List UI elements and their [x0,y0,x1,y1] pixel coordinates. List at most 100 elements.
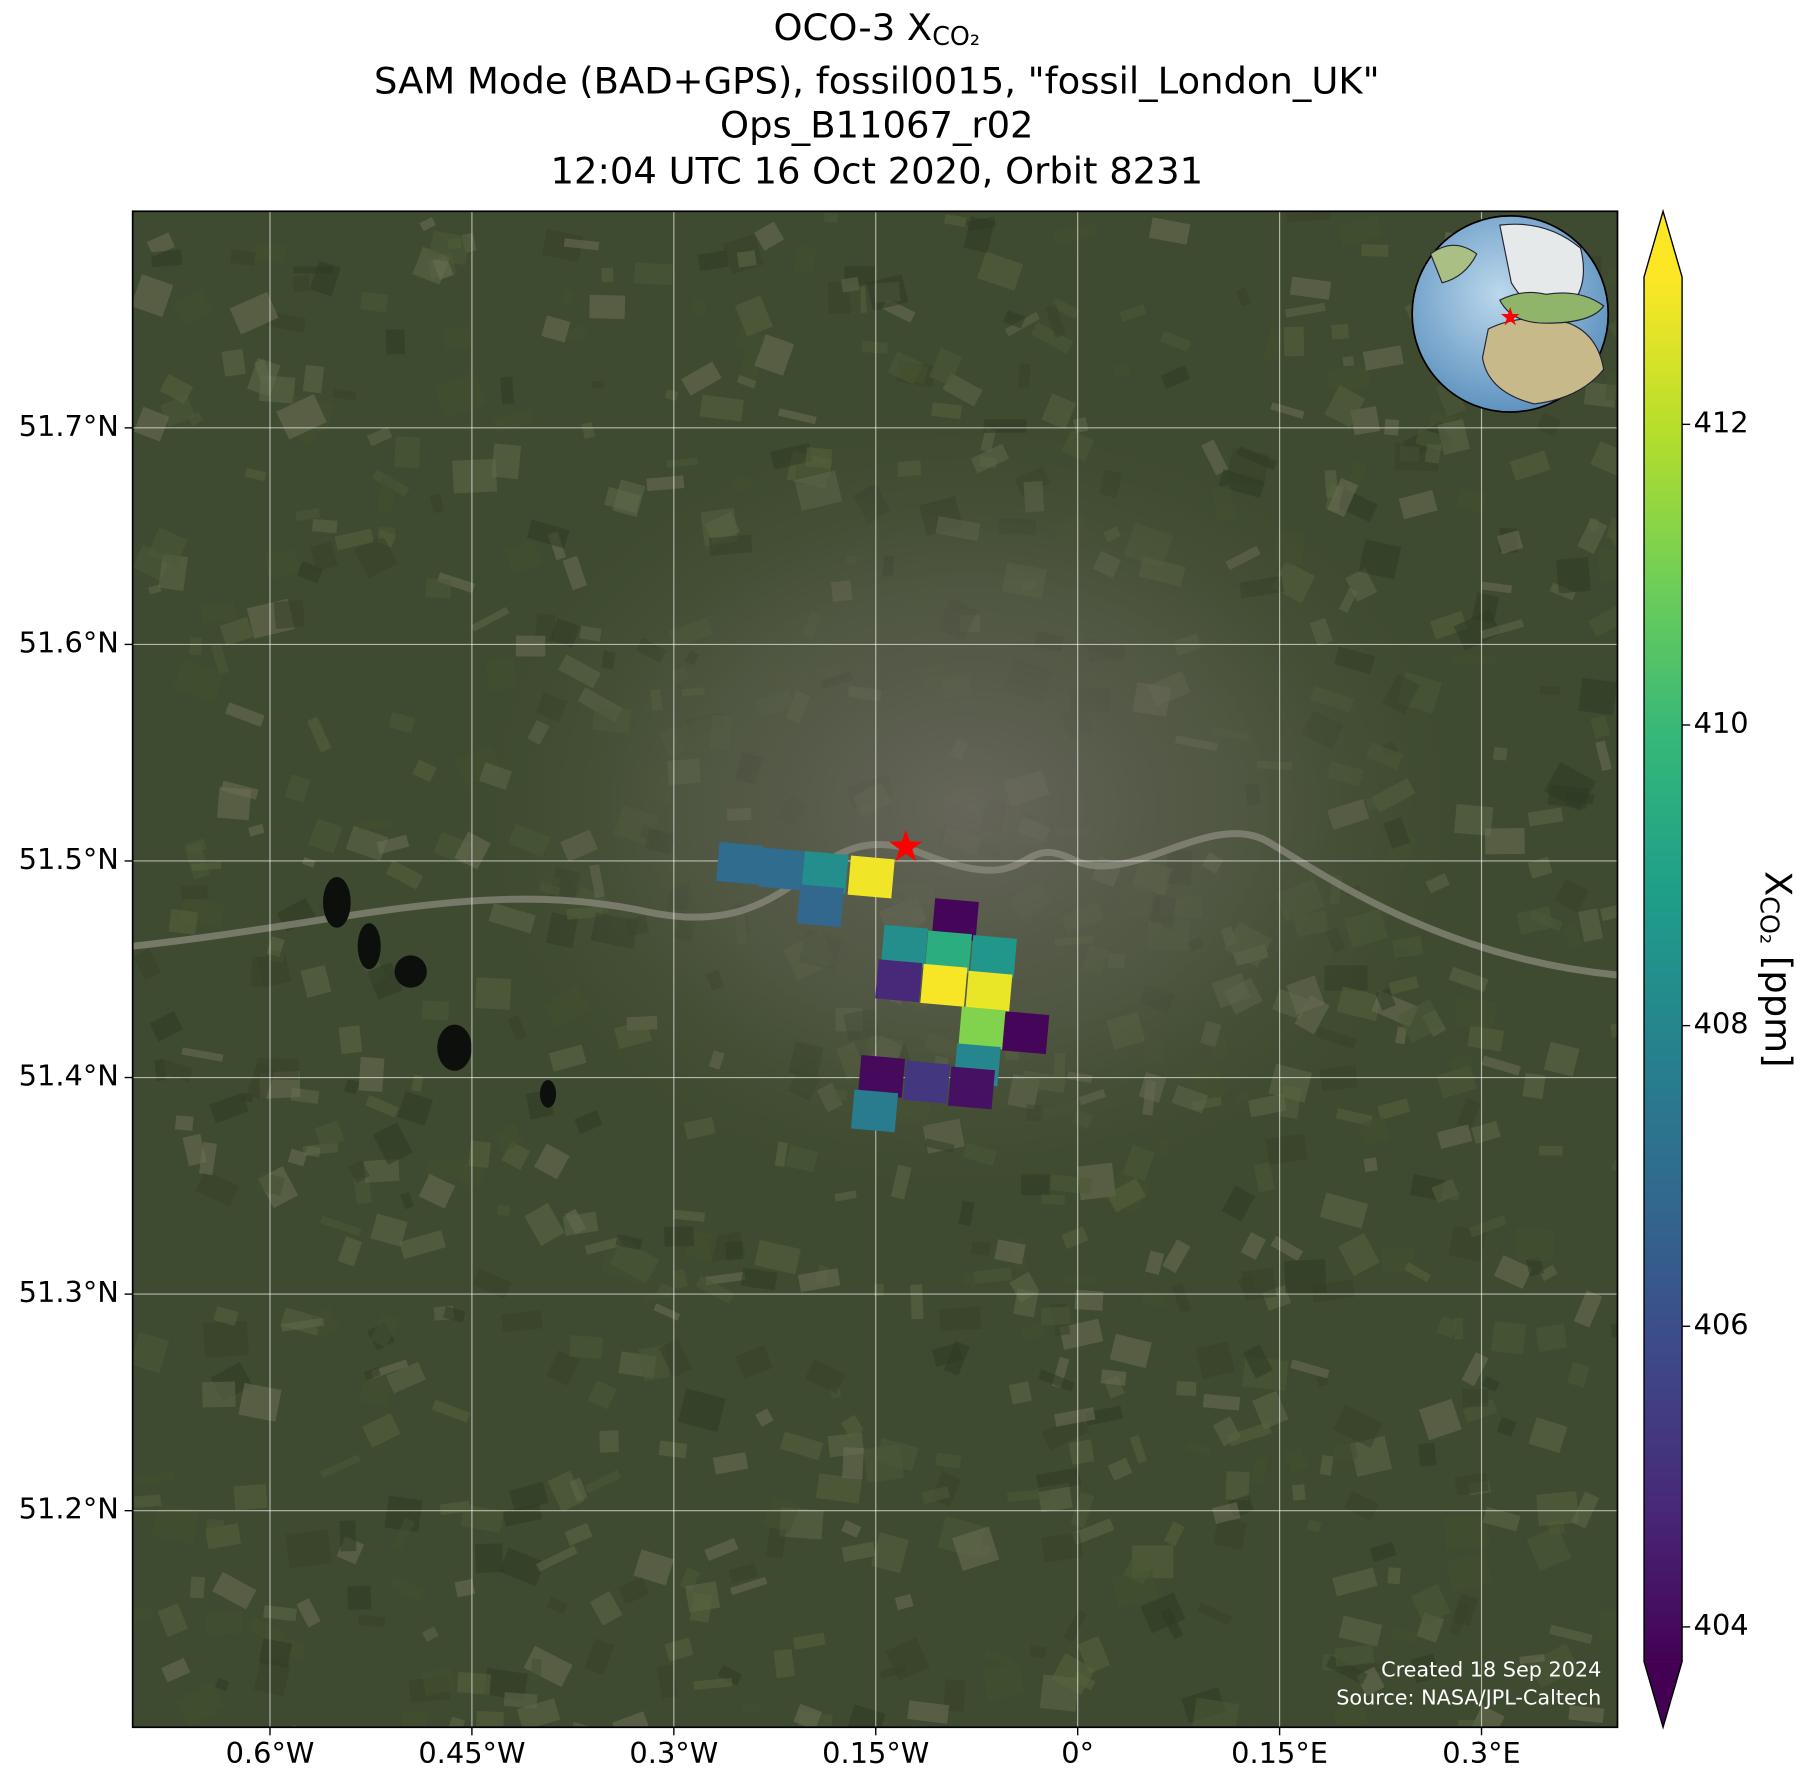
field-patch [1338,1232,1380,1277]
field-patch [1452,654,1496,665]
field-patch [1349,1435,1393,1477]
field-patch [569,1335,604,1360]
field-patch [399,1230,447,1260]
footprint [857,1055,906,1098]
footprint [965,970,1013,1014]
title-line: 12:04 UTC 16 Oct 2020, Orbit 8231 [550,150,1203,193]
field-patch [363,1367,381,1381]
field-patch [1527,856,1553,879]
footprint [881,924,929,968]
field-patch [132,1331,170,1374]
field-patch [344,1078,360,1095]
field-patch [1525,1255,1544,1277]
field-patch [1020,1323,1046,1341]
field-patch [472,1268,512,1299]
field-patch [1578,677,1618,715]
field-patch [1327,477,1359,518]
field-patch [977,251,1024,291]
field-patch [238,1382,282,1422]
field-patch [834,1190,857,1202]
footprint [902,1060,951,1104]
field-patch [1041,1532,1084,1563]
field-patch [412,759,437,783]
field-patch [1061,1226,1089,1250]
field-patch [679,1566,701,1592]
field-patch [1335,1108,1373,1127]
field-patch [1549,1624,1593,1645]
field-patch [1063,1609,1088,1642]
field-patch [308,818,343,854]
field-patch [386,1361,426,1394]
field-patch [388,712,416,734]
field-patch [158,553,188,592]
footer-note: Source: NASA/JPL-Caltech [1336,1685,1601,1709]
field-patch [533,1143,570,1180]
field-patch [894,1594,914,1611]
field-patch [1519,1654,1546,1664]
field-patch [1123,1553,1155,1586]
field-patch [147,527,188,567]
field-patch [1481,1375,1500,1392]
field-patch [1595,740,1612,772]
field-patch [365,1095,399,1118]
field-patch [1568,1705,1605,1723]
field-patch [565,324,588,344]
field-patch [1037,1369,1075,1392]
field-patch [1454,998,1497,1029]
field-patch [302,364,325,394]
field-patch [1509,450,1551,481]
field-patch [936,1724,975,1728]
field-patch [634,262,673,286]
field-patch [1212,1502,1241,1524]
footprint [924,930,972,974]
field-patch [273,599,305,629]
footprint [931,898,979,942]
field-patch [1453,1317,1464,1340]
field-patch [1059,1318,1104,1350]
field-patch [584,1469,622,1494]
field-patch [1286,211,1330,223]
field-patch [1358,539,1402,580]
field-patch [148,584,162,595]
field-patch [875,1437,919,1472]
field-patch [824,212,838,223]
field-patch [1160,331,1192,352]
field-patch [1481,1055,1521,1076]
field-patch [233,1483,268,1511]
field-patch [182,1133,207,1167]
field-patch [1514,1227,1555,1262]
field-patch [146,232,175,257]
field-patch [1236,446,1278,470]
field-patch [1292,1484,1306,1501]
field-patch [735,1345,773,1379]
field-patch [658,1440,688,1459]
field-patch [133,406,170,442]
field-patch [705,1271,746,1286]
field-patch [1435,379,1467,418]
x-tick-label: 0.6°W [226,1736,315,1770]
field-patch [1160,365,1191,390]
field-patch [202,1381,236,1408]
field-patch [815,1473,863,1504]
colorbar-tick-label: 412 [1694,405,1749,439]
field-patch [1052,223,1098,245]
field-patch [357,820,392,830]
colorbar-tick-label: 408 [1694,1007,1749,1041]
y-tick-label: 51.5°N [19,842,119,876]
field-patch [1547,784,1589,809]
field-patch [983,1648,1014,1669]
field-patch [225,702,265,727]
field-patch [1062,1276,1097,1286]
field-patch [203,1320,249,1358]
field-patch [842,1447,864,1480]
field-patch [1334,1644,1375,1667]
field-patch [132,274,174,317]
field-patch [187,411,203,427]
field-patch [1493,746,1508,761]
field-patch [1608,313,1618,339]
field-patch [871,1532,909,1574]
field-patch [189,1576,206,1599]
field-patch [604,486,641,514]
field-patch [874,1283,884,1296]
